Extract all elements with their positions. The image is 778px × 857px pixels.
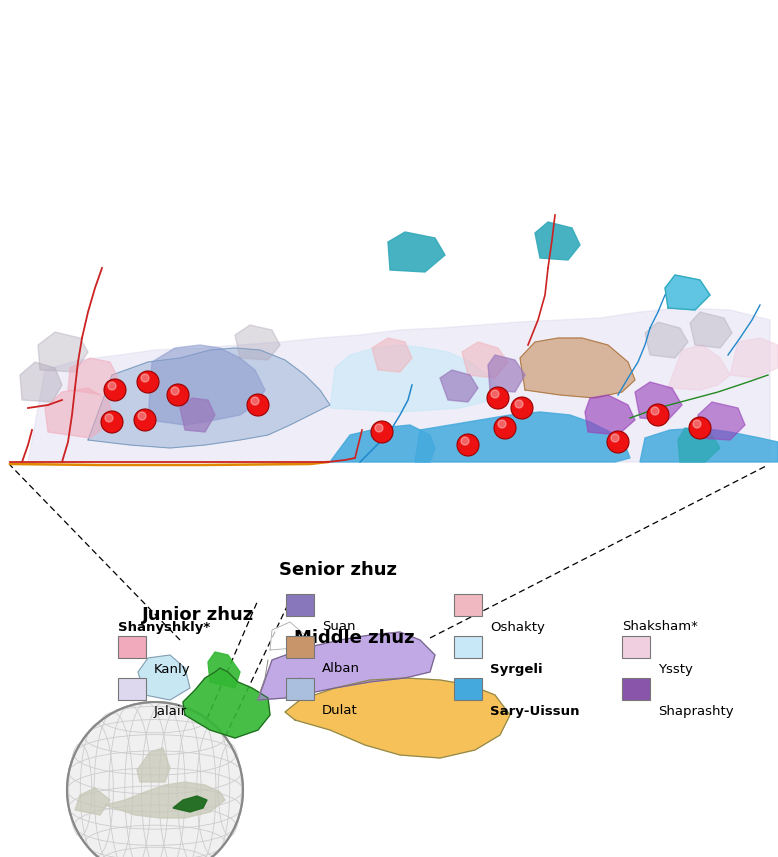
Polygon shape xyxy=(585,395,635,435)
Polygon shape xyxy=(235,325,280,360)
Circle shape xyxy=(138,412,146,420)
FancyBboxPatch shape xyxy=(118,636,146,658)
Circle shape xyxy=(491,390,499,398)
Circle shape xyxy=(647,404,669,426)
Polygon shape xyxy=(462,342,508,378)
Circle shape xyxy=(487,387,509,409)
Circle shape xyxy=(607,431,629,453)
Polygon shape xyxy=(440,370,478,402)
FancyBboxPatch shape xyxy=(622,678,650,700)
Text: Alban: Alban xyxy=(322,662,360,675)
Polygon shape xyxy=(270,622,305,650)
Polygon shape xyxy=(388,232,445,272)
Polygon shape xyxy=(698,402,745,440)
Polygon shape xyxy=(28,308,770,462)
Circle shape xyxy=(494,417,516,439)
Polygon shape xyxy=(148,345,265,425)
Polygon shape xyxy=(180,398,215,432)
Polygon shape xyxy=(372,338,412,372)
Polygon shape xyxy=(635,382,682,420)
Polygon shape xyxy=(640,428,778,462)
Circle shape xyxy=(167,384,189,406)
Circle shape xyxy=(67,702,243,857)
Text: Shaprashty: Shaprashty xyxy=(658,704,734,717)
Polygon shape xyxy=(415,412,630,462)
Polygon shape xyxy=(38,332,88,372)
Polygon shape xyxy=(45,388,115,438)
Text: Jalair: Jalair xyxy=(154,704,187,717)
Text: Dulat: Dulat xyxy=(322,704,358,717)
Circle shape xyxy=(105,414,113,422)
FancyBboxPatch shape xyxy=(622,636,650,658)
Circle shape xyxy=(693,420,701,428)
FancyBboxPatch shape xyxy=(286,678,314,700)
Text: Middle zhuz: Middle zhuz xyxy=(293,629,415,648)
Polygon shape xyxy=(105,782,225,818)
Circle shape xyxy=(515,400,523,408)
Text: Shanyshkly*: Shanyshkly* xyxy=(118,620,210,633)
Circle shape xyxy=(247,394,269,416)
Circle shape xyxy=(375,424,383,432)
Polygon shape xyxy=(75,788,110,815)
Polygon shape xyxy=(138,655,190,700)
Text: Senior zhuz: Senior zhuz xyxy=(279,560,398,579)
FancyBboxPatch shape xyxy=(454,678,482,700)
Circle shape xyxy=(611,434,619,442)
Text: Suan: Suan xyxy=(322,620,356,633)
Polygon shape xyxy=(678,428,720,462)
Polygon shape xyxy=(520,338,635,398)
Polygon shape xyxy=(173,796,207,812)
Circle shape xyxy=(101,411,123,433)
Circle shape xyxy=(461,437,469,445)
Circle shape xyxy=(171,387,179,395)
Polygon shape xyxy=(645,322,688,358)
Polygon shape xyxy=(668,345,730,390)
Polygon shape xyxy=(88,348,330,448)
Polygon shape xyxy=(665,275,710,310)
Polygon shape xyxy=(330,425,435,462)
FancyBboxPatch shape xyxy=(286,636,314,658)
Circle shape xyxy=(141,374,149,382)
Polygon shape xyxy=(330,345,500,412)
Text: Kanly: Kanly xyxy=(154,662,191,675)
Polygon shape xyxy=(20,362,62,402)
Circle shape xyxy=(137,371,159,393)
Circle shape xyxy=(108,382,116,390)
Polygon shape xyxy=(285,678,510,758)
Circle shape xyxy=(498,420,506,428)
Polygon shape xyxy=(183,668,270,738)
FancyBboxPatch shape xyxy=(454,594,482,616)
Polygon shape xyxy=(137,748,170,782)
Polygon shape xyxy=(208,652,240,688)
Text: Oshakty: Oshakty xyxy=(490,620,545,633)
Text: Yssty: Yssty xyxy=(658,662,693,675)
FancyBboxPatch shape xyxy=(454,636,482,658)
Polygon shape xyxy=(258,632,435,700)
FancyBboxPatch shape xyxy=(118,678,146,700)
Polygon shape xyxy=(690,312,732,348)
Text: Shaksham*: Shaksham* xyxy=(622,620,698,633)
Circle shape xyxy=(134,409,156,431)
Circle shape xyxy=(251,397,259,405)
Circle shape xyxy=(511,397,533,419)
Polygon shape xyxy=(68,358,118,395)
Text: Sary-Uissun: Sary-Uissun xyxy=(490,704,580,717)
Circle shape xyxy=(104,379,126,401)
Circle shape xyxy=(651,407,659,415)
Polygon shape xyxy=(488,355,525,392)
Polygon shape xyxy=(730,338,778,378)
Circle shape xyxy=(457,434,479,456)
FancyBboxPatch shape xyxy=(286,594,314,616)
Circle shape xyxy=(371,421,393,443)
Text: Syrgeli: Syrgeli xyxy=(490,662,542,675)
Circle shape xyxy=(689,417,711,439)
Text: Junior zhuz: Junior zhuz xyxy=(142,606,254,625)
Polygon shape xyxy=(535,222,580,260)
